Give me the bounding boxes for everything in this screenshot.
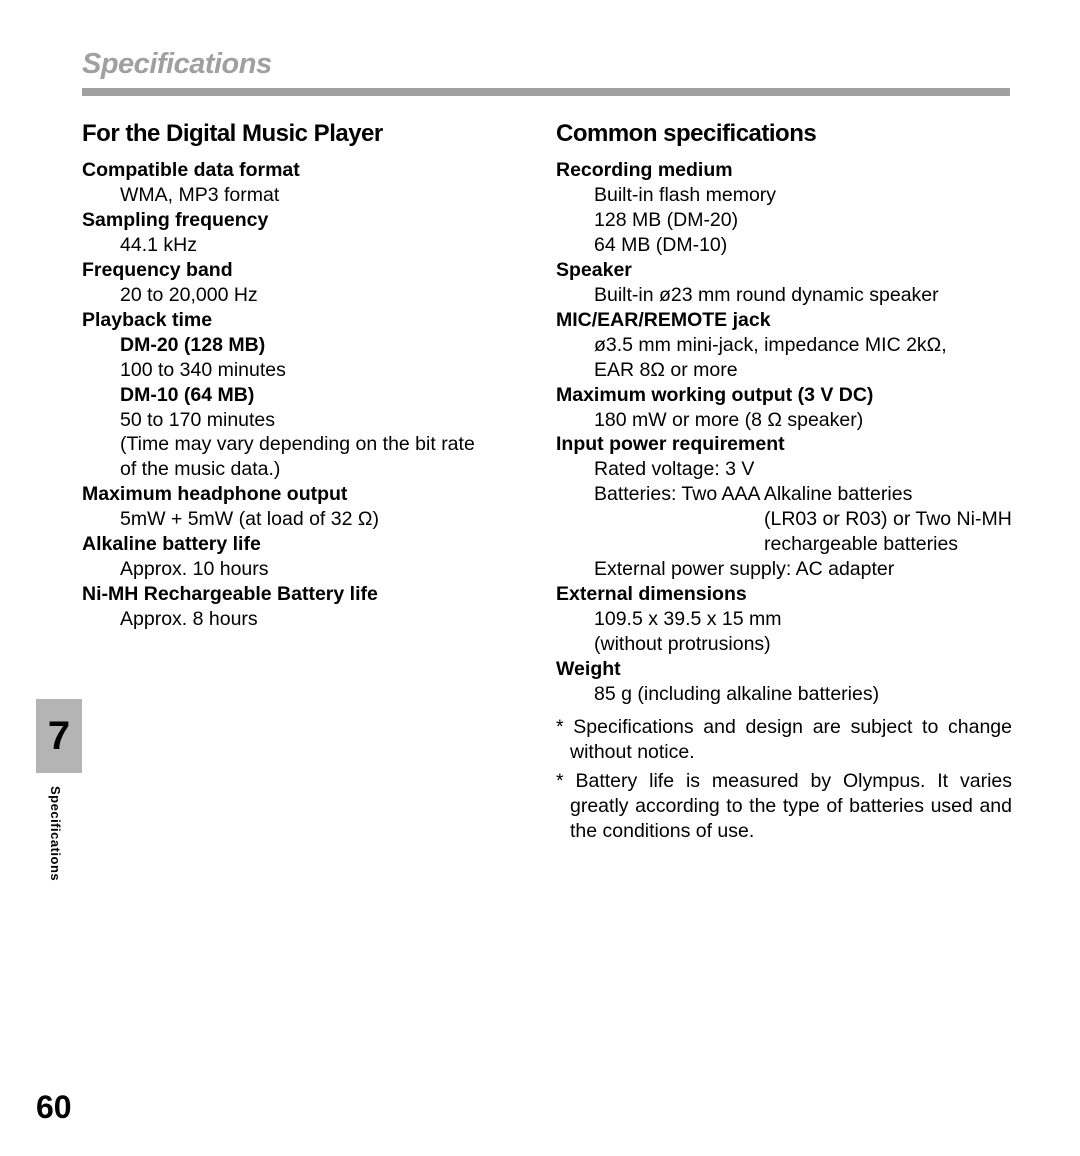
spec-value: (LR03 or R03) or Two Ni-MH (556, 507, 1012, 532)
spec-value: rechargeable batteries (556, 532, 1012, 557)
spec-label: MIC/EAR/REMOTE jack (556, 308, 1012, 333)
spec-note: of the music data.) (82, 457, 542, 482)
spec-value: 128 MB (DM-20) (556, 208, 1012, 233)
spec-value: Approx. 8 hours (82, 607, 542, 632)
vertical-label: Specifications (48, 786, 63, 881)
chapter-tab: 7 (36, 699, 82, 773)
spec-value: Approx. 10 hours (82, 557, 542, 582)
spec-sublabel: DM-20 (128 MB) (82, 333, 542, 358)
spec-label: Playback time (82, 308, 542, 333)
spec-label: Alkaline battery life (82, 532, 542, 557)
spec-value: 44.1 kHz (82, 233, 542, 258)
spec-value: 64 MB (DM-10) (556, 233, 1012, 258)
spec-value: Batteries: Two AAA Alkaline batteries (556, 482, 1012, 507)
spec-value: 100 to 340 minutes (82, 358, 542, 383)
title-rule (82, 88, 1010, 96)
right-heading: Common specifications (556, 120, 1012, 148)
spec-value: 5mW + 5mW (at load of 32 Ω) (82, 507, 542, 532)
spec-value: 85 g (including alkaline batteries) (556, 682, 1012, 707)
spec-label: Compatible data format (82, 158, 542, 183)
spec-value: WMA, MP3 format (82, 183, 542, 208)
spec-value: External power supply: AC adapter (556, 557, 1012, 582)
spec-note: (Time may vary depending on the bit rate (82, 432, 542, 457)
spec-label: Ni-MH Rechargeable Battery life (82, 582, 542, 607)
spec-label: Input power requirement (556, 432, 1012, 457)
spec-sublabel: DM-10 (64 MB) (82, 383, 542, 408)
page-title: Specifications (82, 48, 272, 81)
spec-value: Rated voltage: 3 V (556, 457, 1012, 482)
notes: * Specifications and design are subject … (556, 715, 1012, 844)
spec-label: External dimensions (556, 582, 1012, 607)
spec-value: Built-in ø23 mm round dynamic speaker (556, 283, 1012, 308)
spec-value: EAR 8Ω or more (556, 358, 1012, 383)
chapter-number: 7 (48, 714, 70, 759)
spec-label: Recording medium (556, 158, 1012, 183)
spec-label: Speaker (556, 258, 1012, 283)
spec-value: 180 mW or more (8 Ω speaker) (556, 408, 1012, 433)
spec-label: Sampling frequency (82, 208, 542, 233)
note-item: * Battery life is measured by Olympus. I… (556, 769, 1012, 844)
spec-value: 109.5 x 39.5 x 15 mm (556, 607, 1012, 632)
spec-value: ø3.5 mm mini-jack, impedance MIC 2kΩ, (556, 333, 1012, 358)
note-item: * Specifications and design are subject … (556, 715, 1012, 765)
left-column: For the Digital Music Player Compatible … (82, 120, 542, 632)
spec-value: 50 to 170 minutes (82, 408, 542, 433)
page-number: 60 (36, 1089, 72, 1126)
spec-label: Weight (556, 657, 1012, 682)
right-column: Common specifications Recording medium B… (556, 120, 1012, 848)
spec-label: Maximum working output (3 V DC) (556, 383, 1012, 408)
spec-label: Maximum headphone output (82, 482, 542, 507)
spec-value: Built-in flash memory (556, 183, 1012, 208)
left-heading: For the Digital Music Player (82, 120, 542, 148)
spec-value: (without protrusions) (556, 632, 1012, 657)
spec-label: Frequency band (82, 258, 542, 283)
spec-value: 20 to 20,000 Hz (82, 283, 542, 308)
